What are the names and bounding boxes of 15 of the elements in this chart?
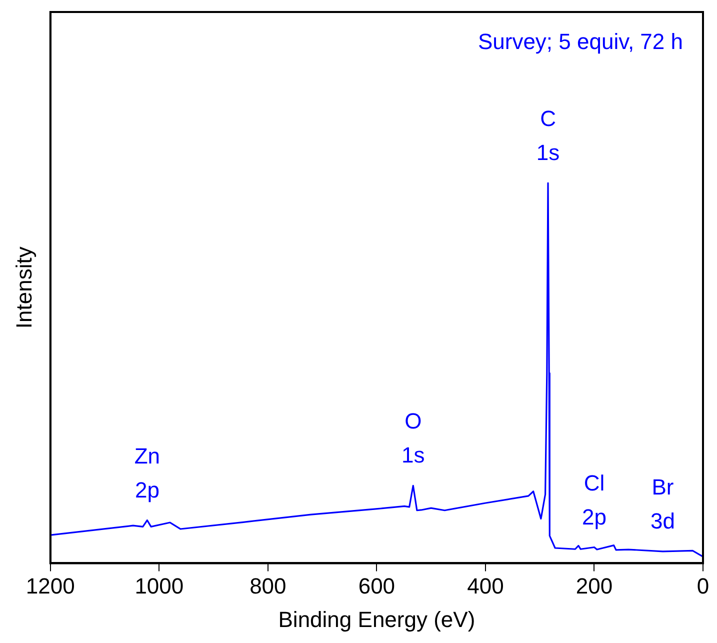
x-tick-label: 200	[576, 573, 613, 598]
x-tick-label: 800	[250, 573, 286, 598]
x-axis-title: Binding Energy (eV)	[278, 606, 476, 632]
x-tick-label: 1200	[26, 573, 75, 598]
x-tick-label: 600	[358, 573, 396, 598]
annotation: O 1s	[402, 408, 425, 468]
x-tick-label: 0	[696, 573, 710, 598]
annotation: Zn 2p	[134, 443, 160, 502]
y-axis-title: Intensity	[11, 246, 36, 329]
x-tick-label: 400	[467, 573, 504, 598]
text: Survey; 5 equiv, 72 h	[478, 29, 683, 54]
x-tick-label: 1000	[134, 573, 184, 598]
annotation: C 1s	[536, 106, 560, 166]
annotation: Br 3d	[650, 474, 675, 534]
annotation: Cl 2p	[582, 470, 606, 530]
